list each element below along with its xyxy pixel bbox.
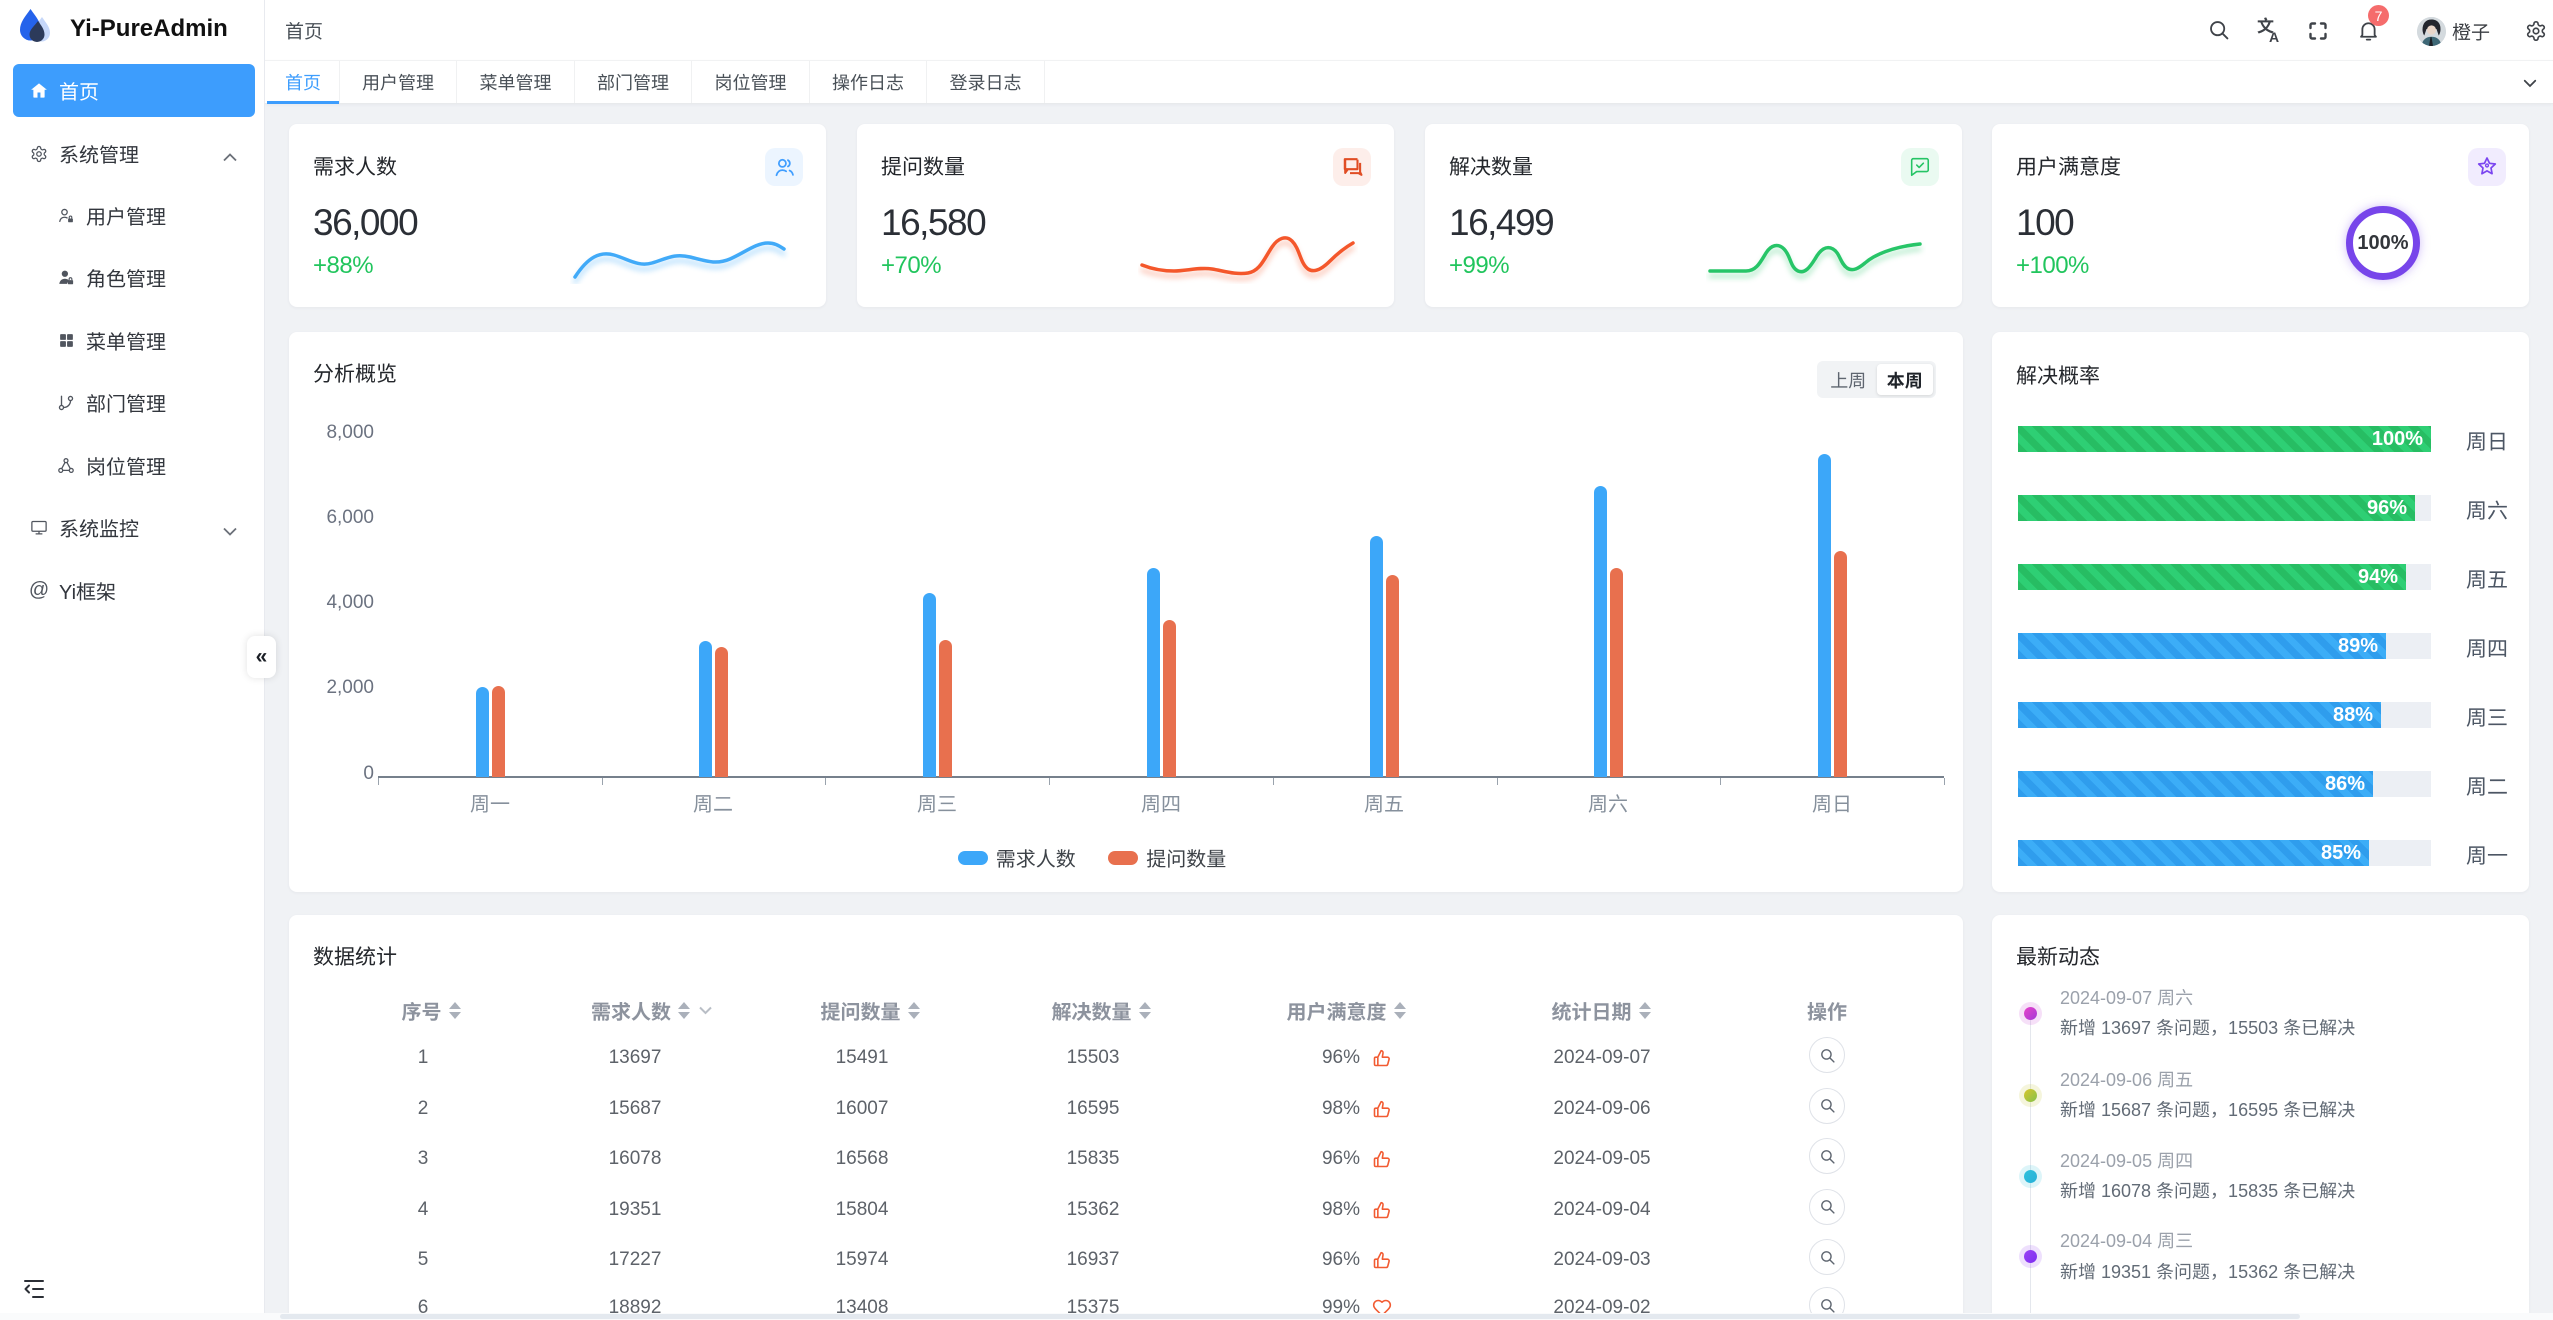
svg-text:文: 文 [2257,17,2274,37]
svg-text:A: A [2269,29,2279,43]
